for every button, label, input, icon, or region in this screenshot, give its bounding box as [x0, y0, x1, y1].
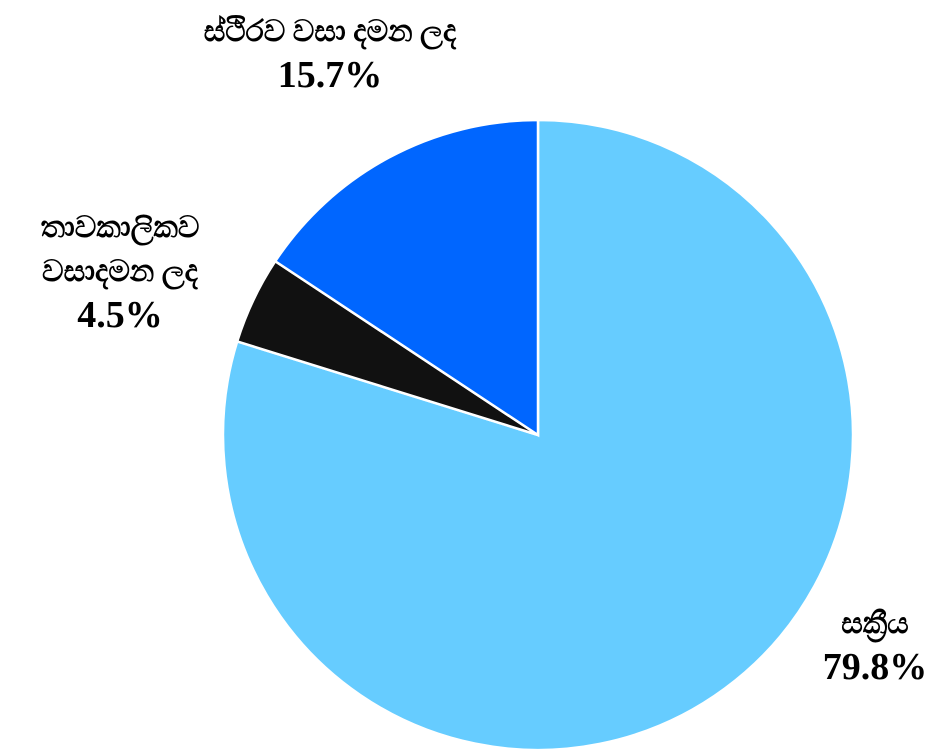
- value-label: 15.7%: [277, 54, 383, 96]
- category-label: සක්‍රීය: [841, 607, 909, 640]
- slice-label: තාවකාලිකව වසාදමන ලද 4.5%: [0, 206, 240, 336]
- slice-label: සක්‍රීය 79.8%: [790, 602, 948, 688]
- category-label: තාවකාලිකව වසාදමන ලද: [40, 211, 200, 288]
- pie-slice: [273, 118, 540, 438]
- category-label: ස්ථිරව වසා දමන ලද: [203, 15, 457, 48]
- value-label: 79.8%: [822, 646, 928, 688]
- slice-label: ස්ථිරව වසා දමන ලද 15.7%: [170, 10, 490, 96]
- value-label: 4.5%: [77, 294, 163, 336]
